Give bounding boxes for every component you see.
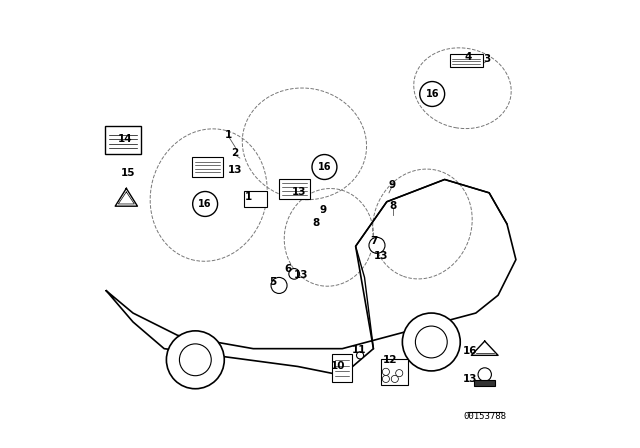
- FancyBboxPatch shape: [279, 179, 310, 199]
- Text: 8: 8: [313, 218, 320, 228]
- Circle shape: [356, 352, 364, 359]
- Text: 13: 13: [228, 165, 243, 175]
- Text: 9: 9: [320, 205, 327, 215]
- Text: 8: 8: [390, 201, 397, 211]
- Text: 16: 16: [463, 346, 477, 356]
- Circle shape: [382, 375, 390, 383]
- Circle shape: [271, 277, 287, 293]
- Text: 1: 1: [245, 192, 252, 202]
- Text: 9: 9: [388, 180, 396, 190]
- Circle shape: [478, 368, 492, 381]
- Circle shape: [179, 344, 211, 376]
- Circle shape: [193, 191, 218, 216]
- Text: 13: 13: [291, 187, 306, 197]
- Circle shape: [391, 375, 398, 383]
- Text: 4: 4: [464, 52, 472, 62]
- FancyBboxPatch shape: [332, 354, 352, 382]
- Text: 16: 16: [198, 199, 212, 209]
- FancyBboxPatch shape: [474, 380, 495, 386]
- Text: 7: 7: [371, 236, 378, 246]
- Circle shape: [403, 313, 460, 371]
- Text: 16: 16: [317, 162, 332, 172]
- Circle shape: [415, 326, 447, 358]
- Circle shape: [369, 237, 385, 254]
- Text: 14: 14: [118, 134, 132, 143]
- Text: 6: 6: [284, 263, 292, 274]
- Circle shape: [312, 155, 337, 180]
- FancyBboxPatch shape: [381, 359, 408, 385]
- Circle shape: [382, 368, 390, 375]
- Text: 10: 10: [330, 361, 345, 370]
- Text: 3: 3: [483, 54, 491, 64]
- Text: 16: 16: [426, 89, 439, 99]
- Text: 00153788: 00153788: [463, 412, 506, 421]
- Text: 15: 15: [122, 168, 136, 178]
- Text: 5: 5: [269, 277, 276, 287]
- FancyBboxPatch shape: [244, 191, 267, 207]
- Circle shape: [289, 268, 300, 279]
- Text: 1: 1: [225, 130, 232, 140]
- Circle shape: [166, 331, 224, 389]
- Circle shape: [420, 82, 445, 107]
- Circle shape: [396, 370, 403, 377]
- Text: 13: 13: [374, 251, 388, 261]
- Text: 2: 2: [231, 148, 238, 158]
- Text: 11: 11: [352, 345, 367, 354]
- Text: 12: 12: [383, 355, 397, 365]
- Text: 13: 13: [463, 374, 477, 384]
- FancyBboxPatch shape: [106, 126, 141, 154]
- Text: 13: 13: [294, 270, 308, 280]
- FancyBboxPatch shape: [192, 157, 223, 177]
- FancyBboxPatch shape: [449, 54, 483, 67]
